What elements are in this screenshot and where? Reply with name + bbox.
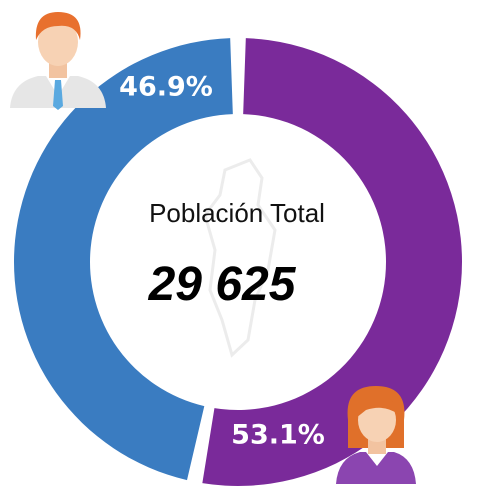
donut [13, 38, 462, 487]
woman-icon [336, 386, 416, 484]
donut-segment [13, 38, 233, 481]
man-icon [10, 12, 106, 110]
value-label: 53.1% [231, 420, 325, 451]
center-title: Población Total [149, 198, 325, 228]
map-outline [203, 158, 277, 358]
donut-segment [202, 38, 462, 487]
center-total: 29 625 [148, 258, 297, 311]
value-label: 46.9% [119, 72, 213, 103]
